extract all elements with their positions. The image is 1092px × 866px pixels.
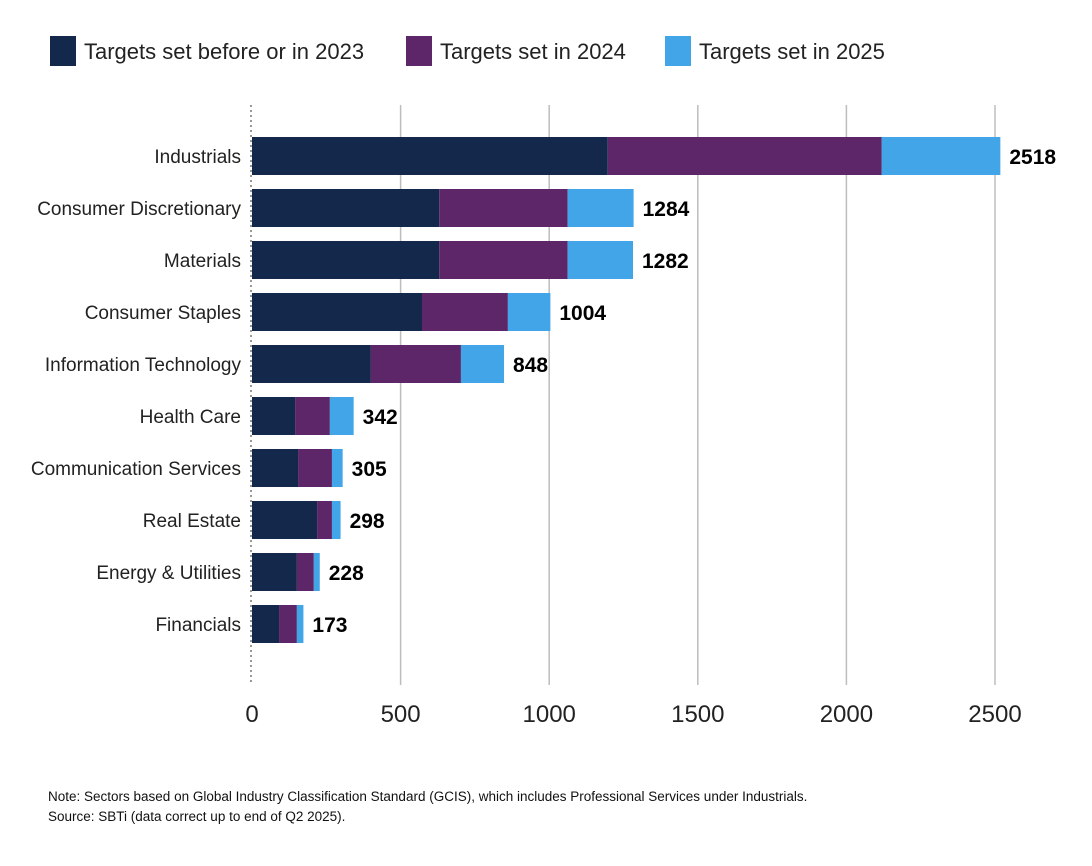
legend-label: Targets set before or in 2023: [84, 39, 364, 64]
bar-segment-3: [567, 241, 634, 279]
legend-swatch: [665, 36, 691, 66]
bar-segment-3: [460, 345, 505, 383]
category-label: Materials: [164, 251, 241, 272]
total-label: 1282: [642, 250, 689, 273]
bar-segment-3: [567, 189, 634, 227]
total-label: 848: [513, 354, 548, 377]
x-tick-label: 0: [245, 701, 258, 728]
bar-segment-2: [439, 241, 568, 279]
bar-segment-1: [252, 397, 296, 435]
category-label: Consumer Discretionary: [37, 199, 241, 220]
bar-segment-2: [296, 553, 314, 591]
legend-label: Targets set in 2024: [440, 39, 626, 64]
total-label: 342: [363, 406, 398, 429]
bar-segment-3: [329, 397, 354, 435]
bar-segment-1: [252, 293, 422, 331]
chart-note: Note: Sectors based on Global Industry C…: [48, 789, 808, 804]
bar-segment-1: [252, 137, 608, 175]
bar-segment-3: [507, 293, 551, 331]
bar-segment-3: [296, 605, 304, 643]
bar-segment-1: [252, 449, 299, 487]
bar-segment-1: [252, 553, 297, 591]
legend-swatch: [406, 36, 432, 66]
category-label: Energy & Utilities: [96, 563, 241, 584]
category-label: Health Care: [140, 407, 241, 428]
x-tick-label: 2000: [820, 701, 873, 728]
category-label: Communication Services: [31, 459, 241, 480]
bar-segment-3: [313, 553, 320, 591]
x-tick-label: 1500: [671, 701, 724, 728]
total-label: 298: [350, 510, 385, 533]
total-label: 1004: [559, 302, 606, 325]
x-tick-label: 500: [381, 701, 421, 728]
legend-swatch: [50, 36, 76, 66]
bar-segment-3: [331, 449, 343, 487]
total-label: 173: [312, 614, 347, 637]
category-label: Information Technology: [45, 355, 242, 376]
category-label: Consumer Staples: [85, 303, 241, 324]
bar-segment-2: [607, 137, 882, 175]
bar-segment-3: [881, 137, 1001, 175]
category-label: Real Estate: [143, 511, 241, 532]
total-label: 305: [352, 458, 387, 481]
category-label: Financials: [155, 615, 241, 636]
bar-segment-3: [331, 501, 341, 539]
bar-segment-2: [421, 293, 508, 331]
total-label: 2518: [1009, 146, 1056, 169]
bar-segment-2: [370, 345, 461, 383]
total-label: 1284: [643, 198, 690, 221]
category-label: Industrials: [154, 147, 241, 168]
total-label: 228: [329, 562, 364, 585]
bar-segment-1: [252, 345, 371, 383]
bar-segment-1: [252, 501, 318, 539]
chart-source: Source: SBTi (data correct up to end of …: [48, 809, 346, 824]
bar-segment-2: [439, 189, 568, 227]
bar-segment-2: [295, 397, 330, 435]
bar-segment-1: [252, 189, 440, 227]
bar-segment-2: [317, 501, 332, 539]
x-tick-label: 1000: [523, 701, 576, 728]
bar-segment-1: [252, 241, 440, 279]
bar-segment-1: [252, 605, 280, 643]
legend-label: Targets set in 2025: [699, 39, 885, 64]
x-tick-label: 2500: [968, 701, 1021, 728]
bar-segment-2: [279, 605, 297, 643]
bar-segment-2: [298, 449, 332, 487]
